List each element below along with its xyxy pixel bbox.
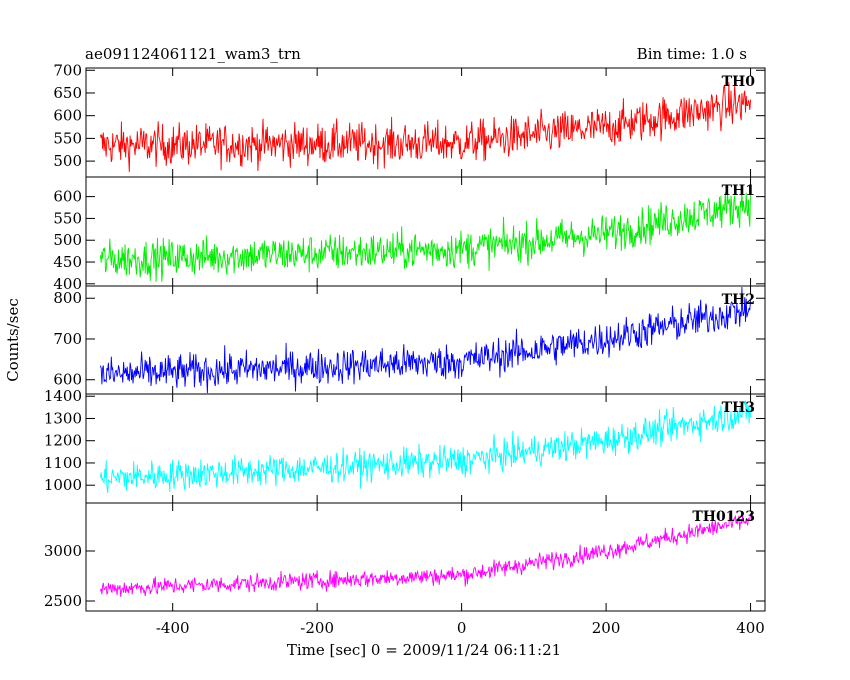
panel-frame	[85, 393, 766, 504]
x-tick-label: -200	[300, 619, 334, 637]
series-line-th3	[99, 400, 752, 493]
x-axis-title: Time [sec] 0 = 2009/11/24 06:11:21	[287, 641, 561, 659]
y-tick-label: 700	[53, 330, 82, 348]
panel-frame	[85, 176, 766, 287]
y-tick-label: 550	[53, 129, 82, 147]
y-tick-label: 650	[53, 84, 82, 102]
panel-th2: 600 700 800 TH2	[53, 285, 766, 395]
series-line-th0	[99, 82, 752, 173]
y-tick-label: 1300	[44, 409, 82, 427]
panels-group: 500 550 600 650 700 TH0 400 450 500 550 600 TH1 600 7…	[44, 61, 766, 637]
y-tick-label: 700	[53, 61, 82, 79]
y-tick-label: 600	[53, 371, 82, 389]
y-tick-label: 400	[53, 275, 82, 293]
panel-label: TH0	[722, 74, 756, 90]
y-tick-label: 1000	[44, 476, 82, 494]
y-tick-label: 500	[53, 231, 82, 249]
series-line-th2	[99, 286, 752, 394]
y-tick-label: 2500	[44, 592, 82, 610]
panel-th1: 400 450 500 550 600 TH1	[53, 176, 766, 293]
panel-label: TH3	[722, 400, 755, 416]
y-axis-title: Counts/sec	[4, 298, 22, 382]
y-tick-label: 1200	[44, 432, 82, 450]
panel-label: TH2	[722, 292, 755, 308]
panel-frame	[85, 285, 766, 395]
bin-time-label: Bin time: 1.0 s	[637, 45, 747, 63]
panel-th0: 500 550 600 650 700 TH0	[53, 61, 766, 178]
x-tick-label: 0	[457, 619, 467, 637]
y-tick-label: 500	[53, 152, 82, 170]
panel-label: TH1	[722, 183, 755, 199]
x-tick-label: 400	[736, 619, 765, 637]
panel-th3: 1000 1100 1200 1300 1400 TH3	[44, 387, 766, 504]
panel-label: TH0123	[692, 509, 755, 525]
chart-title: ae091124061121_wam3_trn	[85, 45, 301, 63]
y-tick-label: 800	[53, 289, 82, 307]
y-tick-label: 1400	[44, 387, 82, 405]
panel-frame	[85, 67, 766, 178]
y-tick-label: 3000	[44, 542, 82, 560]
y-tick-label: 550	[53, 209, 82, 227]
x-tick-label: -400	[156, 619, 190, 637]
panel-frame	[85, 502, 766, 612]
y-tick-label: 600	[53, 107, 82, 125]
panel-th0123: 2500 3000 TH0123	[44, 502, 766, 612]
x-tick-label: 200	[592, 619, 621, 637]
y-tick-label: 450	[53, 253, 82, 271]
series-line-th0123	[99, 512, 752, 597]
series-line-th1	[99, 187, 752, 282]
y-tick-label: 1100	[44, 454, 82, 472]
y-tick-label: 600	[53, 188, 82, 206]
